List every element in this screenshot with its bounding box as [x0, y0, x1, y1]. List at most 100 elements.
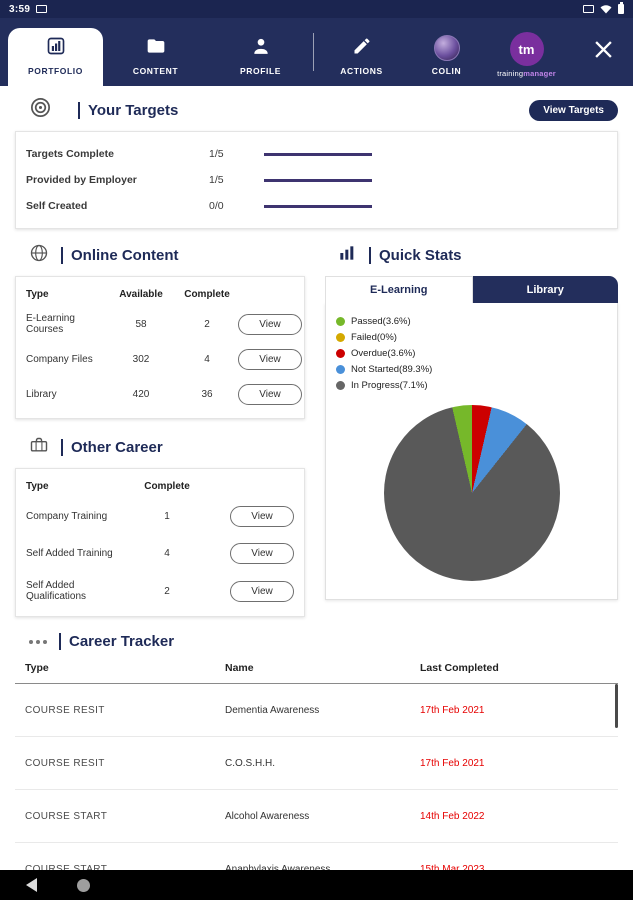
legend-dot-failed — [336, 333, 345, 342]
avatar — [433, 35, 460, 61]
targets-card: Targets Complete 1/5 Provided by Employe… — [15, 131, 618, 229]
top-tab-bar: PORTFOLIO CONTENT PROFILE ACTIONS COLIN — [0, 18, 633, 86]
status-bar: 3:59 — [0, 0, 633, 18]
col-type: Type — [26, 481, 49, 492]
view-targets-button[interactable]: View Targets — [529, 99, 618, 121]
row-complete: 2 — [204, 318, 210, 330]
pie-legend: Passed(3.6%) Failed(0%) Overdue(3.6%) — [336, 316, 607, 391]
heading-divider — [369, 247, 371, 264]
legend-label: Overdue(3.6%) — [351, 348, 416, 359]
other-career-header: Other Career — [15, 435, 305, 460]
pencil-icon — [352, 36, 372, 61]
row-type: Company Training — [26, 511, 108, 522]
table-row[interactable]: COURSE RESIT C.O.S.H.H. 17th Feb 2021 — [15, 737, 618, 790]
tab-content-label: CONTENT — [132, 66, 179, 76]
row-type: Self Added Qualifications — [26, 580, 87, 602]
bar-chart-icon — [337, 243, 357, 268]
close-button[interactable] — [589, 38, 617, 66]
logo-word-training: training — [497, 69, 524, 78]
row-name: C.O.S.H.H. — [225, 757, 276, 769]
legend-item: In Progress(7.1%) — [336, 380, 607, 391]
online-content-card: Type Available Complete E-Learning Cours… — [15, 276, 305, 419]
cast-icon — [583, 5, 594, 13]
table-row: Company Files 302 4 View — [24, 342, 302, 377]
target-row-label: Targets Complete — [26, 148, 114, 160]
view-button[interactable]: View — [238, 384, 302, 405]
row-type: COURSE START — [25, 810, 108, 822]
quick-stats-tabs: E-Learning Library — [325, 276, 618, 303]
tab-content[interactable]: CONTENT — [103, 36, 208, 86]
back-button[interactable] — [26, 878, 37, 892]
legend-dot-not-started — [336, 365, 345, 374]
row-complete: 4 — [204, 354, 210, 365]
legend-label: Failed(0%) — [351, 332, 397, 343]
target-row: Self Created 0/0 — [26, 193, 607, 219]
view-button[interactable]: View — [238, 313, 302, 335]
tab-user[interactable]: COLIN — [409, 35, 484, 86]
legend-item: Failed(0%) — [336, 332, 607, 343]
folder-icon — [146, 36, 166, 61]
scrollbar-thumb[interactable] — [615, 684, 618, 728]
row-date: 17th Feb 2021 — [420, 757, 485, 769]
tab-profile[interactable]: PROFILE — [208, 36, 313, 86]
view-button[interactable]: View — [238, 349, 302, 370]
other-career-table-header: Type Complete — [24, 479, 296, 498]
tab-library[interactable]: Library — [472, 276, 618, 303]
row-complete: 4 — [164, 548, 170, 559]
legend-item: Passed(3.6%) — [336, 316, 607, 327]
career-tracker-title: Career Tracker — [69, 633, 175, 650]
row-complete: 1 — [164, 511, 170, 522]
main-content: Your Targets View Targets Targets Comple… — [0, 97, 633, 896]
target-row-label: Provided by Employer — [26, 174, 137, 186]
target-row: Targets Complete 1/5 — [26, 141, 607, 167]
table-row[interactable]: COURSE START Alcohol Awareness 14th Feb … — [15, 790, 618, 843]
heading-divider — [78, 101, 80, 119]
heading-divider — [59, 633, 61, 650]
table-row: Library 420 36 View — [24, 377, 302, 412]
col-available: Available — [119, 289, 163, 300]
row-name: Anaphylaxis Awareness — [225, 863, 331, 875]
row-name: Alcohol Awareness — [225, 810, 310, 822]
view-button[interactable]: View — [230, 543, 294, 564]
tab-actions[interactable]: ACTIONS — [314, 36, 409, 86]
legend-label: In Progress(7.1%) — [351, 380, 428, 391]
col-type: Type — [25, 662, 49, 674]
legend-dot-overdue — [336, 349, 345, 358]
briefcase-icon — [29, 435, 49, 460]
home-button[interactable] — [77, 878, 90, 892]
row-available: 420 — [132, 389, 150, 400]
heading-divider — [61, 439, 63, 456]
status-time: 3:59 — [9, 3, 31, 15]
tab-portfolio[interactable]: PORTFOLIO — [8, 28, 103, 86]
your-targets-title: Your Targets — [88, 101, 179, 119]
android-nav-bar — [0, 870, 633, 900]
row-type: Self Added Training — [26, 548, 113, 559]
row-type: COURSE RESIT — [25, 757, 105, 769]
row-date: 17th Feb 2021 — [420, 704, 485, 716]
career-tracker-table: Type Name Last Completed COURSE RESIT De… — [15, 658, 618, 896]
brand-logo: tm trainingmanager — [484, 32, 569, 86]
tab-elearning[interactable]: E-Learning — [325, 276, 473, 303]
your-targets-header: Your Targets View Targets — [15, 97, 618, 123]
target-row-value: 1/5 — [209, 148, 224, 160]
row-type: Company Files — [26, 354, 93, 365]
tab-portfolio-label: PORTFOLIO — [28, 66, 83, 76]
globe-icon — [29, 243, 49, 268]
career-tracker-header: Career Tracker — [15, 633, 618, 650]
ellipsis-icon — [29, 639, 47, 644]
logo-circle: tm — [509, 32, 544, 66]
legend-item: Overdue(3.6%) — [336, 348, 607, 359]
quick-stats-header: Quick Stats — [325, 243, 618, 268]
close-icon — [594, 40, 613, 64]
online-content-title: Online Content — [71, 247, 179, 264]
row-name: Dementia Awareness — [225, 704, 320, 716]
view-button[interactable]: View — [230, 506, 294, 527]
table-row: E-Learning Courses 58 2 View — [24, 306, 302, 342]
row-date: 15th Mar 2023 — [420, 863, 485, 875]
portfolio-icon — [46, 36, 66, 61]
table-row[interactable]: COURSE RESIT Dementia Awareness 17th Feb… — [15, 684, 618, 737]
tab-bar-divider — [313, 33, 314, 71]
other-career-card: Type Complete Company Training 1 View Se… — [15, 468, 305, 617]
view-button[interactable]: View — [230, 580, 294, 602]
